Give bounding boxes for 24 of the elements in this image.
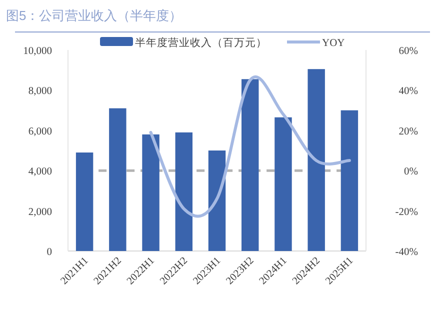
- y2-tick-label: 0%: [404, 166, 418, 178]
- bar: [340, 110, 358, 251]
- bar: [242, 79, 259, 251]
- legend-label: YOY: [322, 38, 346, 49]
- y2-tick-label: 40%: [398, 86, 418, 98]
- bar: [208, 150, 226, 251]
- y-tick-label: 2,000: [28, 206, 52, 218]
- chart-title: 图5：公司营业收入（半年度）: [6, 8, 182, 23]
- legend-label: 半年度营业收入（百万元）: [135, 36, 267, 49]
- bar: [175, 132, 192, 251]
- y2-tick-label: 20%: [398, 126, 418, 138]
- bar: [109, 108, 126, 251]
- y2-tick-label: 60%: [398, 46, 418, 57]
- bar: [142, 134, 160, 251]
- y2-tick-label: -20%: [395, 206, 418, 218]
- y-tick-label: 10,000: [23, 46, 52, 57]
- y-tick-label: 8,000: [28, 86, 52, 98]
- bar: [308, 69, 325, 251]
- bar: [274, 117, 292, 251]
- y2-tick-label: -40%: [395, 247, 418, 258]
- bar: [76, 152, 94, 251]
- y-tick-label: 6,000: [28, 126, 52, 138]
- y-tick-label: 0: [46, 247, 52, 258]
- y-tick-label: 4,000: [28, 166, 52, 178]
